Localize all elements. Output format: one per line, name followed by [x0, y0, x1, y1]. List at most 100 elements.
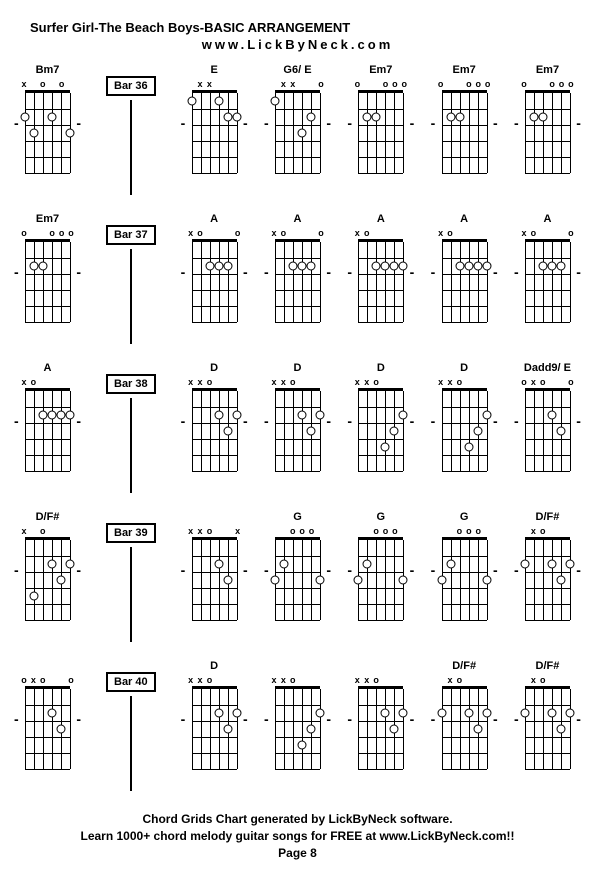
nut-markers: xo: [520, 527, 575, 537]
finger-dot: [306, 725, 315, 734]
finger-dot: [315, 576, 324, 585]
bar-line: [130, 100, 132, 195]
footer-line2: Learn 1000+ chord melody guitar songs fo…: [10, 828, 585, 845]
nut-markers: xo: [520, 676, 575, 686]
chord-diagram: Dadd9/ Eoxoo--: [510, 362, 585, 473]
finger-dot: [437, 709, 446, 718]
finger-dot: [232, 411, 241, 420]
finger-dot: [214, 262, 223, 271]
finger-dot: [306, 427, 315, 436]
fret-diagram: xxo--: [353, 676, 408, 771]
finger-dot: [306, 113, 315, 122]
nut-markers: xxo: [353, 676, 408, 686]
bar-line: [130, 398, 132, 493]
finger-dot: [21, 113, 30, 122]
finger-dot: [66, 560, 75, 569]
finger-dot: [464, 709, 473, 718]
finger-dot: [565, 709, 574, 718]
chord-diagram: Gooo--: [427, 511, 502, 622]
chord-name: Bm7: [36, 64, 60, 78]
finger-dot: [482, 576, 491, 585]
fretboard: [442, 239, 487, 322]
nut-markers: xo: [437, 229, 492, 239]
chord-name: Em7: [453, 64, 476, 78]
finger-dot: [381, 443, 390, 452]
fretboard: [442, 686, 487, 769]
fretboard: [192, 388, 237, 471]
fretboard: [25, 388, 70, 471]
page-title: Surfer Girl-The Beach Boys-BASIC ARRANGE…: [10, 20, 585, 35]
finger-dot: [297, 741, 306, 750]
finger-dot: [381, 262, 390, 271]
chord-name: G: [293, 511, 302, 525]
chord-grid: Bm7xoo--Bar 36Exx--G6/ Exxo--Em7oooo--Em…: [10, 64, 585, 791]
chord-diagram: Em7oooo--: [10, 213, 85, 324]
finger-dot: [57, 411, 66, 420]
chord-name: E: [210, 64, 217, 78]
chord-name: D: [294, 362, 302, 376]
nut-markers: xoo: [20, 80, 75, 90]
finger-dot: [223, 113, 232, 122]
nut-markers: xxo: [270, 80, 325, 90]
finger-dot: [399, 576, 408, 585]
nut-markers: xoo: [520, 229, 575, 239]
chord-name: D/F#: [452, 660, 476, 674]
fret-diagram: xoo--: [270, 229, 325, 324]
chord-diagram: Axo--: [343, 213, 418, 324]
chord-name: Em7: [36, 213, 59, 227]
fretboard: [525, 388, 570, 471]
finger-dot: [39, 411, 48, 420]
chord-name: D/F#: [36, 511, 60, 525]
fret-diagram: xo--: [353, 229, 408, 324]
nut-markers: ooo: [353, 527, 408, 537]
chord-diagram: Dxxo--: [427, 362, 502, 473]
fretboard: [192, 90, 237, 173]
fretboard: [358, 388, 403, 471]
bar-line: [130, 547, 132, 642]
footer: Chord Grids Chart generated by LickByNec…: [10, 811, 585, 861]
finger-dot: [446, 560, 455, 569]
fretboard: [525, 537, 570, 620]
chord-diagram: oxoo--: [10, 660, 85, 771]
finger-dot: [529, 113, 538, 122]
fretboard: [442, 90, 487, 173]
footer-line3: Page 8: [10, 845, 585, 862]
chord-name: Dadd9/ E: [524, 362, 571, 376]
finger-dot: [232, 709, 241, 718]
chord-name: G: [460, 511, 469, 525]
fret-diagram: xo--: [437, 229, 492, 324]
finger-dot: [214, 411, 223, 420]
fretboard: [192, 239, 237, 322]
chord-name: Em7: [536, 64, 559, 78]
fret-diagram: xxox--: [187, 527, 242, 622]
finger-dot: [473, 427, 482, 436]
finger-dot: [538, 113, 547, 122]
finger-dot: [48, 411, 57, 420]
chord-name: D/F#: [536, 511, 560, 525]
finger-dot: [363, 113, 372, 122]
chord-name: D: [377, 362, 385, 376]
nut-markers: xxox: [187, 527, 242, 537]
nut-markers: oooo: [20, 229, 75, 239]
nut-markers: xo: [353, 229, 408, 239]
finger-dot: [214, 97, 223, 106]
fretboard: [192, 686, 237, 769]
nut-markers: xxo: [187, 378, 242, 388]
fret-diagram: xo--: [520, 527, 575, 622]
chord-diagram: Em7oooo--: [343, 64, 418, 175]
chord-row: Axo--Bar 38Dxxo--Dxxo--Dxxo--Dxxo--Dadd9…: [10, 362, 585, 493]
bar-marker: Bar 36: [93, 64, 168, 195]
finger-dot: [270, 97, 279, 106]
footer-line1: Chord Grids Chart generated by LickByNec…: [10, 811, 585, 828]
chord-diagram: Gooo--: [343, 511, 418, 622]
chord-name: D: [460, 362, 468, 376]
page-subtitle: www.LickByNeck.com: [10, 37, 585, 52]
bar-marker: Bar 38: [93, 362, 168, 493]
fret-diagram: xo--: [20, 378, 75, 473]
finger-dot: [214, 709, 223, 718]
finger-dot: [482, 411, 491, 420]
finger-dot: [399, 709, 408, 718]
chord-row: D/F#xo--Bar 39xxox--Gooo--Gooo--Gooo--D/…: [10, 511, 585, 642]
finger-dot: [464, 262, 473, 271]
nut-markers: oxoo: [520, 378, 575, 388]
